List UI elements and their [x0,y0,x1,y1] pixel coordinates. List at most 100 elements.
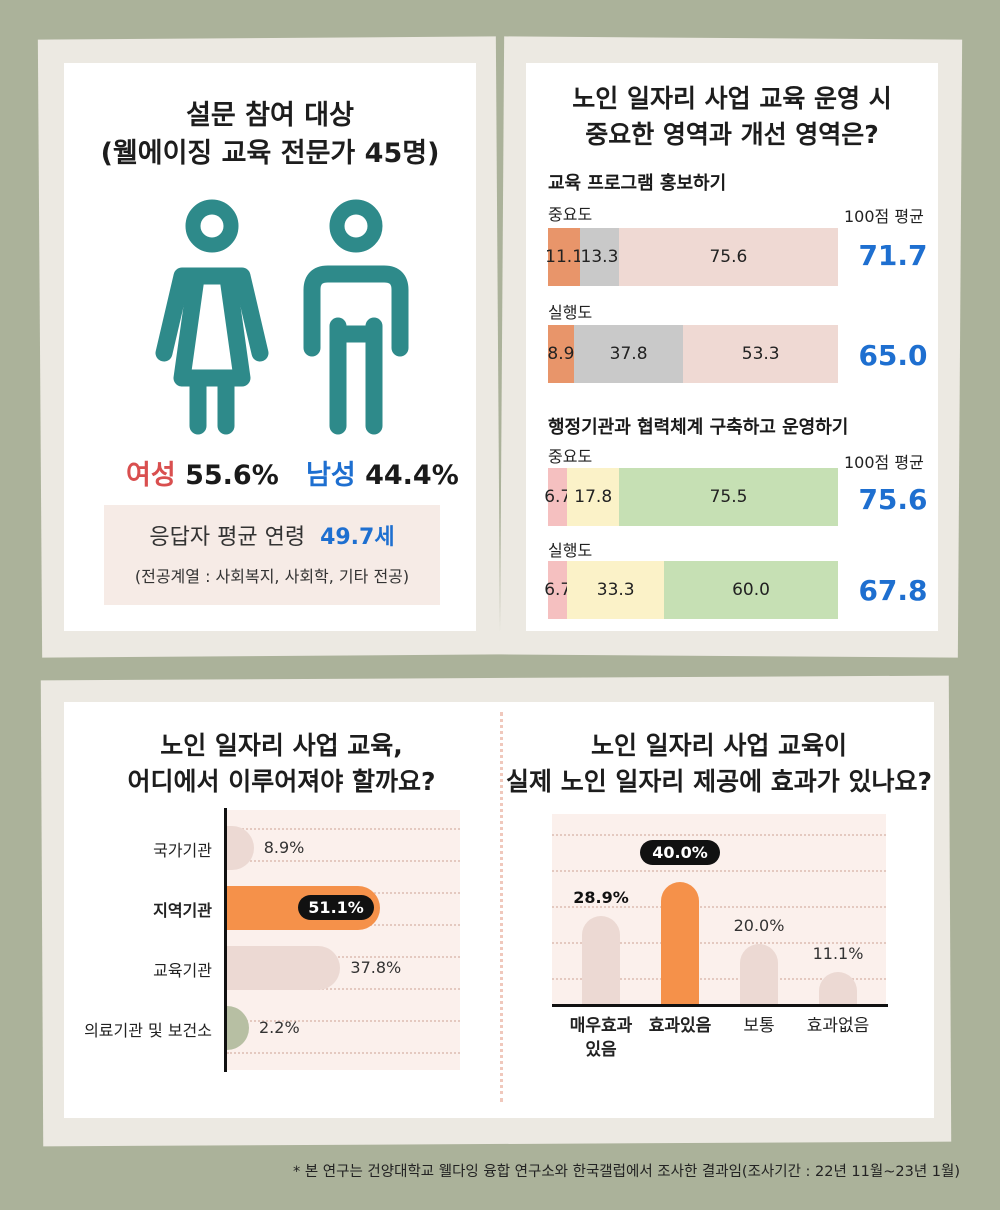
section1-title: 교육 프로그램 홍보하기 [548,173,727,194]
major-note: (전공계열 : 사회복지, 사회학, 기타 전공) [134,567,410,586]
female-label: 여성 [126,460,176,491]
female-stat: 여성 55.6% [126,453,279,492]
place-chart-axis [224,808,227,1072]
segment-value-label: 53.3 [741,344,780,364]
s1-execution-bar: 8.9 37.8 53.3 [547,325,838,383]
panel-importance-improvement: 노인 일자리 사업 교육 운영 시 중요한 영역과 개선 영역은? 교육 프로그… [526,63,938,631]
place-chart-bg [224,810,460,1070]
bar [819,971,857,1006]
segment-value-label: 8.9 [547,344,575,364]
stacked-segment-high: 75.6 [618,228,838,286]
panel2-title-line2: 중요한 영역과 개선 영역은? [585,120,879,149]
stacked-segment-low: 6.7 [544,561,571,619]
segment-value-label: 75.6 [709,247,748,267]
category-label: 보통 [714,1014,804,1038]
value-label: 2.2% [259,1018,300,1037]
panel4-title-line2: 실제 노인 일자리 제공에 효과가 있나요? [505,767,933,796]
gridline [227,1052,460,1054]
gridline [552,942,886,944]
s1-row1-label: 중요도 [548,205,593,224]
value-label: 28.9% [573,888,629,908]
stacked-segment-high: 53.3 [683,325,838,383]
effect-chart: 28.9% 40.0% 20.0% 11.1% [552,814,886,1006]
value-label: 20.0% [733,916,785,935]
gridline [227,828,460,830]
gridline [552,834,886,836]
male-icon [303,199,409,435]
bar [227,1006,249,1050]
segment-value-label: 60.0 [732,580,770,600]
bar [740,944,778,1006]
segment-value-label: 13.3 [580,247,619,267]
panel-bottom: 노인 일자리 사업 교육, 어디에서 이루어져야 할까요? 국가기관 8.9% 지역… [64,702,934,1118]
category-label-line: 효과있음 [648,1016,712,1036]
age-line: 응답자 평균 연령 49.7세 [104,519,440,551]
s2-row2-label: 실행도 [548,541,593,560]
female-icon [155,199,269,435]
value-label: 51.1% [298,895,374,920]
segment-value-label: 17.8 [574,487,613,507]
gridline [227,1020,460,1022]
gridline [552,978,886,980]
stacked-segment-high: 60.0 [664,561,838,619]
female-value: 55.6% [185,460,279,491]
s1-importance-bar: 11.1 13.3 75.6 [545,228,838,286]
stacked-segment-low: 8.9 [547,325,575,383]
category-label: 교육기관 [153,961,212,980]
place-chart: 국가기관 8.9% 지역기관 51.1% 교육기관 37.8% 의료기관 및 보건소 2.2% [64,810,499,1070]
age-label: 응답자 평균 연령 [149,525,306,550]
segment-value-label: 6.7 [544,580,572,600]
s1-importance-avg: 71.7 [858,239,928,272]
category-label-line: 매우효과 [569,1016,633,1036]
segment-value-label: 33.3 [596,580,635,600]
segment-value-label: 75.5 [709,487,748,507]
s2-importance-bar: 6.7 17.8 75.5 [544,468,838,526]
section2-title: 행정기관과 협력체계 구축하고 운영하기 [548,417,849,438]
s2-execution-avg: 67.8 [858,574,928,607]
stacked-segment-low: 11.1 [545,228,584,286]
panel2-title-line1: 노인 일자리 사업 교육 운영 시 [572,84,892,113]
stacked-segment-high: 75.5 [619,468,838,526]
category-label: 의료기관 및 보건소 [84,1021,212,1040]
category-label-line: 효과없음 [806,1016,870,1036]
category-label: 효과없음 [793,1014,883,1038]
s1-avg-header: 100점 평균 [844,207,924,226]
age-value: 49.7세 [320,525,395,550]
male-value: 44.4% [365,460,459,491]
gridline [227,956,460,958]
stacked-segment-mid: 33.3 [567,561,664,619]
panel1-title-line2: (웰에이징 교육 전문가 45명) [100,138,440,169]
male-label: 남성 [306,460,356,491]
category-label: 효과있음 [635,1014,725,1038]
stacked-segment-mid: 17.8 [567,468,620,526]
bar [661,882,699,1006]
panel4-title-line1: 노인 일자리 사업 교육이 [590,731,848,760]
value-label: 11.1% [812,943,864,963]
panel-survey-participants: 설문 참여 대상 (웰에이징 교육 전문가 45명) 여성 55.6% 남성 4… [64,63,476,631]
stacked-segment-mid: 13.3 [580,228,619,286]
category-label-line: 있음 [585,1040,617,1060]
effect-category-labels: 매우효과 있음 효과있음 보통 효과없음 [552,1014,886,1074]
bar [582,916,620,1006]
s2-row1-label: 중요도 [548,447,593,466]
s2-importance-avg: 75.6 [858,483,928,516]
bottom-divider [500,712,503,1102]
value-label: 37.8% [350,958,402,977]
segment-value-label: 11.1 [545,247,584,267]
value-label: 40.0% [640,840,720,865]
s1-row2-label: 실행도 [548,303,593,322]
value-label: 8.9% [263,838,305,857]
age-box: 응답자 평균 연령 49.7세 (전공계열 : 사회복지, 사회학, 기타 전공… [104,505,440,605]
male-stat: 남성 44.4% [306,453,459,492]
segment-value-label: 37.8 [609,344,648,364]
s2-avg-header: 100점 평균 [844,453,924,472]
gridline [227,988,460,990]
category-label: 지역기관 [153,901,212,920]
segment-value-label: 6.7 [544,487,572,507]
category-label-line: 보통 [743,1016,775,1036]
panel1-title-line1: 설문 참여 대상 [186,100,354,131]
footnote: * 본 연구는 건양대학교 웰다잉 융합 연구소와 한국갤럽에서 조사한 결과임… [292,1164,960,1180]
gridline [552,906,886,908]
stacked-segment-low: 6.7 [544,468,571,526]
